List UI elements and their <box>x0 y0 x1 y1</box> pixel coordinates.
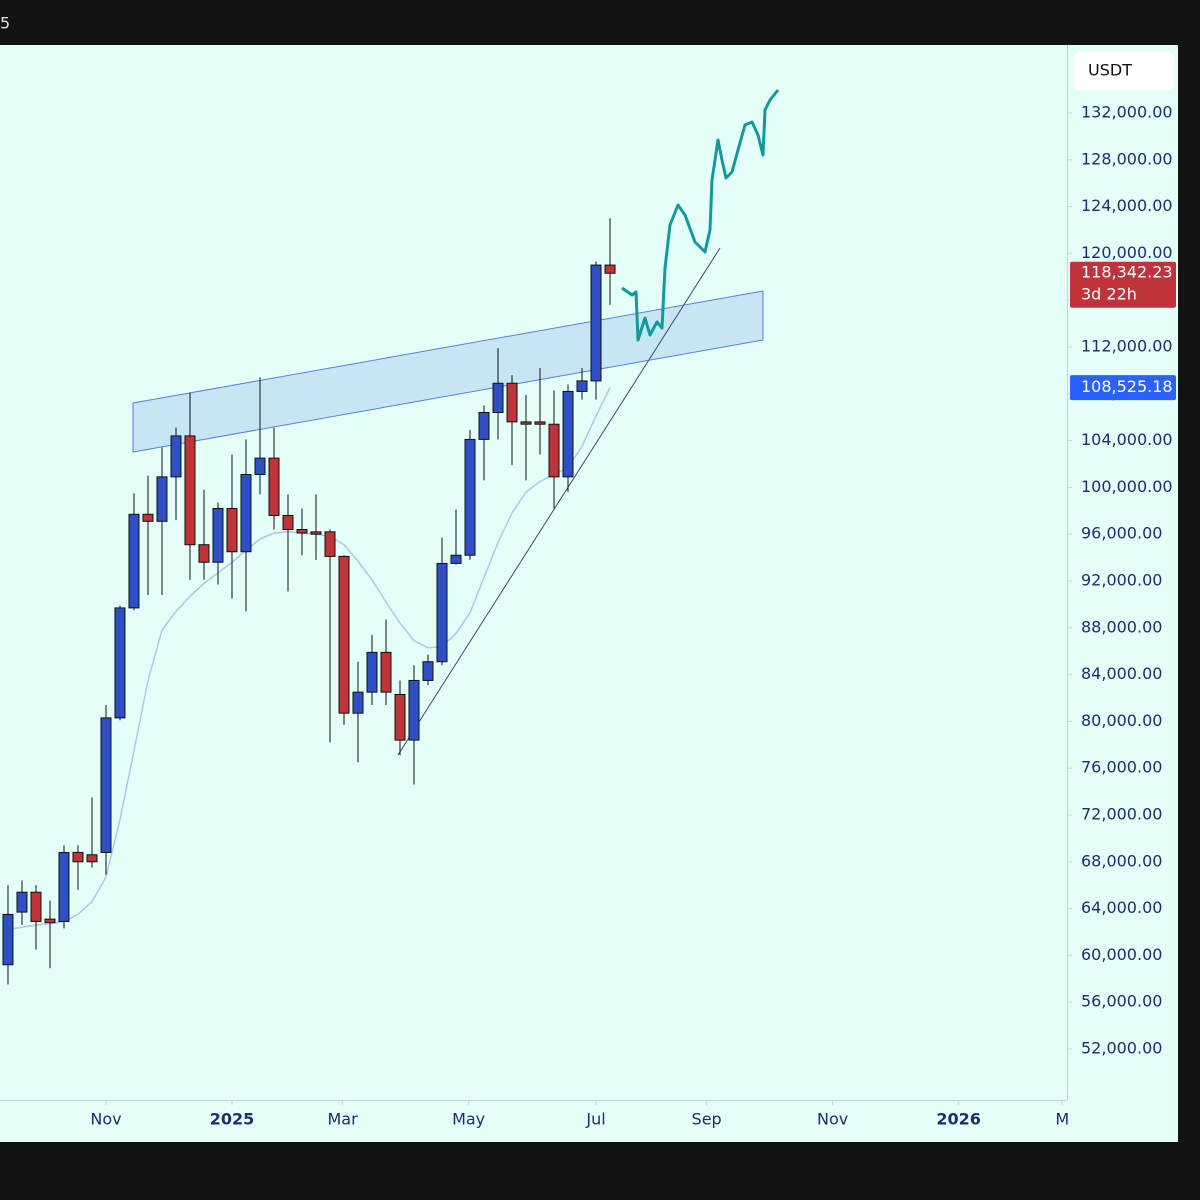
candle-body <box>562 390 574 478</box>
y-tick-label: 112,000.00 <box>1081 336 1173 355</box>
candle-body <box>310 531 322 535</box>
moving-average <box>7 387 611 931</box>
candle-body <box>142 513 154 522</box>
x-tick-label: Sep <box>692 1110 722 1129</box>
x-tick-label: Nov <box>90 1110 121 1129</box>
y-tick-label: 56,000.00 <box>1081 992 1162 1011</box>
x-tick-label: Mar <box>328 1110 359 1129</box>
x-tick-label: Jul <box>585 1110 605 1129</box>
candle-body <box>324 531 336 557</box>
candle-body <box>450 554 462 564</box>
candle-body <box>268 457 280 516</box>
candle-body <box>352 691 364 714</box>
candle-body <box>408 679 420 741</box>
candle-body <box>2 913 14 966</box>
candle-body <box>184 435 196 546</box>
candle-body <box>576 380 588 392</box>
candle-body <box>44 918 56 924</box>
countdown-label: 3d 22h <box>1081 284 1137 303</box>
candle-body <box>226 507 238 553</box>
candle-body <box>100 717 112 853</box>
y-tick-label: 100,000.00 <box>1081 477 1173 496</box>
y-tick-label: 124,000.00 <box>1081 196 1173 215</box>
y-tick-label: 80,000.00 <box>1081 711 1162 730</box>
candle-body <box>478 412 490 440</box>
x-tick-label: M <box>1055 1110 1069 1129</box>
candle-body <box>590 264 602 382</box>
y-tick-label: 96,000.00 <box>1081 524 1162 543</box>
candle-body <box>464 438 476 556</box>
candle-body <box>548 423 560 478</box>
y-tick-label: 60,000.00 <box>1081 945 1162 964</box>
x-tick-label: Nov <box>817 1110 848 1129</box>
candle-body <box>296 529 308 534</box>
y-tick-label: 104,000.00 <box>1081 430 1173 449</box>
candle-body <box>604 264 616 274</box>
x-tick-label: 2025 <box>210 1110 255 1129</box>
y-tick-label: 84,000.00 <box>1081 664 1162 683</box>
candle-body <box>366 651 378 693</box>
y-tick-label: 52,000.00 <box>1081 1038 1162 1057</box>
x-tick-label: May <box>452 1110 485 1129</box>
candle-body <box>212 507 224 563</box>
ma-price-tag <box>1070 375 1176 401</box>
x-tick-label: 2026 <box>936 1110 981 1129</box>
candle-body <box>338 555 350 714</box>
trend-line <box>397 247 721 756</box>
candle-body <box>422 661 434 681</box>
last-price-tag <box>1070 261 1176 308</box>
candle-body <box>240 474 252 553</box>
candle-body <box>520 421 532 425</box>
candle-body <box>114 607 126 719</box>
chart-background <box>0 45 1178 1142</box>
y-tick-label: 92,000.00 <box>1081 570 1162 589</box>
candle-body <box>72 851 84 863</box>
y-tick-label: 76,000.00 <box>1081 758 1162 777</box>
header-fragment: 5 <box>0 14 10 33</box>
plot <box>2 89 780 985</box>
candle-body <box>16 891 28 913</box>
last-price-label: 118,342.23 <box>1081 262 1173 281</box>
candle-body <box>86 854 98 863</box>
candle-body <box>534 421 546 425</box>
candle-body <box>128 513 140 609</box>
channel-zone <box>132 290 764 453</box>
y-tick-label: 132,000.00 <box>1081 102 1173 121</box>
candle-body <box>170 435 182 478</box>
currency-label: USDT <box>1088 61 1132 80</box>
y-tick-label: 72,000.00 <box>1081 804 1162 823</box>
candle-body <box>492 382 504 414</box>
candle-body <box>58 851 70 922</box>
candle-body <box>198 544 210 563</box>
ma-price-label: 108,525.18 <box>1081 377 1173 396</box>
candle-body <box>506 382 518 423</box>
candle-body <box>380 651 392 693</box>
candle-body <box>254 457 266 476</box>
currency-button[interactable] <box>1074 52 1174 90</box>
y-tick-label: 64,000.00 <box>1081 898 1162 917</box>
candle-body <box>156 476 168 522</box>
candle-body <box>282 514 294 531</box>
candle-body <box>436 562 448 663</box>
candle-body <box>30 891 42 922</box>
y-tick-label: 68,000.00 <box>1081 851 1162 870</box>
y-tick-label: 120,000.00 <box>1081 243 1173 262</box>
projection-sketch <box>621 89 780 342</box>
y-tick-label: 128,000.00 <box>1081 149 1173 168</box>
candle-body <box>394 693 406 741</box>
y-tick-label: 88,000.00 <box>1081 617 1162 636</box>
